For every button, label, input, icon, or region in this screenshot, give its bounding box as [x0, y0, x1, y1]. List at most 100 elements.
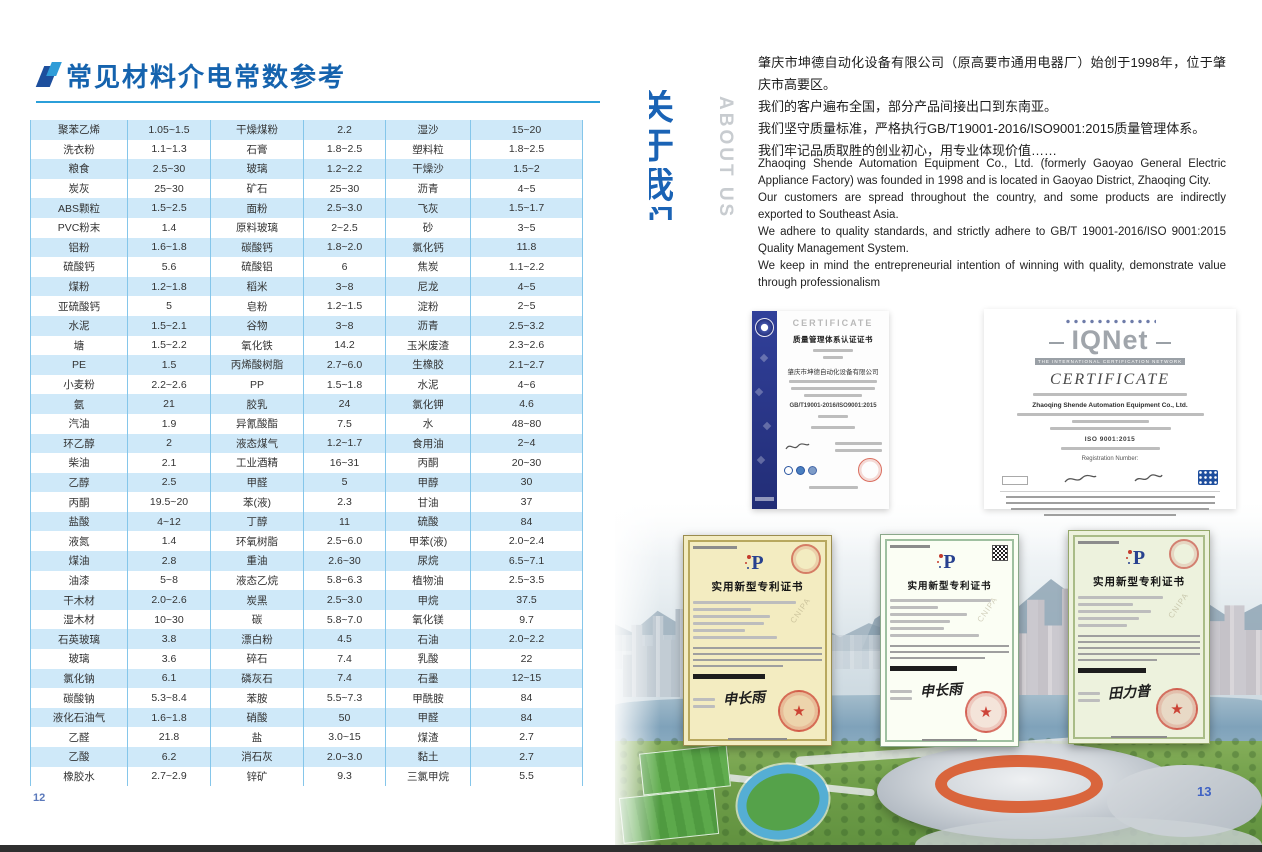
table-row: 油漆 5~8 液态乙烷 5.8~6.3 植物油 2.5~3.5: [30, 570, 583, 591]
commissioner-signature: 田力普: [1107, 683, 1151, 703]
table-row: 氯化钠 6.1 磷灰石 7.4 石墨 12~15: [30, 668, 583, 689]
table-row: 小麦粉 2.2~2.6 PP 1.5~1.8 水泥 4~6: [30, 374, 583, 395]
page-title: 常见材料介电常数参考: [66, 61, 347, 92]
cnipa-logo: P: [890, 551, 1009, 574]
table-row: 水泥 1.5~2.1 谷物 3~8 沥青 2.5~3.2: [30, 315, 583, 336]
redacted-bar: [890, 666, 957, 671]
table-row: 柴油 2.1 工业酒精 16~31 丙酮 20~30: [30, 453, 583, 473]
cert-company: Zhaoqing Shende Automation Equipment Co.…: [1032, 402, 1188, 409]
company-intro-en: Zhaoqing Shende Automation Equipment Co.…: [758, 156, 1226, 292]
paragraph: We adhere to quality standards, and stri…: [758, 226, 1226, 255]
cnipa-logo: P: [1078, 547, 1200, 570]
patent-title: 实用新型专利证书: [1093, 575, 1185, 588]
cert-badge-icon: [755, 318, 774, 337]
official-seal-icon: ★: [965, 691, 1007, 733]
official-seal-icon: ★: [1156, 688, 1198, 730]
redacted-bar: [693, 674, 766, 679]
dielectric-constants-table: 聚苯乙烯 1.05~1.5 干燥煤粉 2.2 湿沙 15~20 洗衣粉 1.1~1.3 石膏 1.…: [30, 120, 583, 787]
cqm-logo-icon: [1197, 470, 1218, 485]
company-intro-cn: 肇庆市坤德自动化设备有限公司（原高要市通用电器厂）始创于1998年，位于肇庆市高…: [758, 52, 1226, 162]
table-row: 炭灰 25~30 矿石 25~30 沥青 4~5: [30, 178, 583, 199]
table-row: 丙酮 19.5~20 苯(液) 2.3 甘油 37: [30, 492, 583, 512]
registration-label: Registration Number:: [1081, 456, 1139, 462]
paragraph: Zhaoqing Shende Automation Equipment Co.…: [758, 158, 1226, 187]
table-row: 橡胶水 2.7~2.9 锌矿 9.3 三氯甲烷 5.5: [30, 766, 583, 787]
certificate-number-bar: [890, 545, 931, 548]
table-row: 亚硫酸钙 5 皂粉 1.2~1.5 淀粉 2~5: [30, 296, 583, 316]
title-flag-icon: [35, 61, 66, 89]
paragraph: 我们的客户遍布全国，部分产品间接出口到东南亚。: [758, 99, 1058, 114]
table-row: 煤粉 1.2~1.8 稻米 3~8 尼龙 4~5: [30, 276, 583, 297]
cert-header: CERTIFICATE: [792, 318, 874, 328]
redacted-bar: [1078, 668, 1147, 673]
table-row: 碳酸钠 5.3~8.4 苯胺 5.5~7.3 甲酰胺 84: [30, 688, 583, 708]
cert-blue-band: [752, 311, 777, 509]
certificate-number-bar: [1078, 541, 1120, 544]
cnipa-logo: P: [693, 552, 822, 575]
title-divider: [36, 101, 600, 103]
iso-certificate: CERTIFICATE 质量管理体系认证证书 肇庆市坤德自动化设备有限公司 GB…: [752, 311, 889, 509]
table-row: 洗衣粉 1.1~1.3 石膏 1.8~2.5 塑料粒 1.8~2.5: [30, 139, 583, 160]
table-row: 石英玻璃 3.8 漂白粉 4.5 石油 2.0~2.2: [30, 629, 583, 650]
vertical-title-en: ABOUT US: [715, 96, 736, 220]
iqnet-tagline: THE INTERNATIONAL CERTIFICATION NETWORK: [1035, 358, 1185, 365]
round-stamp-icon: [1169, 539, 1199, 569]
bottom-bar: [0, 845, 1262, 852]
cert-company: 肇庆市坤德自动化设备有限公司: [787, 369, 879, 376]
cert-standard: GB/T19001-2016/ISO9001:2015: [789, 403, 877, 409]
cert-standard: ISO 9001:2015: [1084, 436, 1136, 443]
table-row: 乙酸 6.2 消石灰 2.0~3.0 黏土 2.7: [30, 747, 583, 767]
page-number-left: 12: [33, 792, 46, 804]
table-row: 乙醛 21.8 盐 3.0~15 煤渣 2.7: [30, 727, 583, 747]
table-row: 塘 1.5~2.2 氧化铁 14.2 玉米废渣 2.3~2.6: [30, 335, 583, 356]
table-row: 汽油 1.9 异氰酸酯 7.5 水 48~80: [30, 413, 583, 434]
cert-header: CERTIFICATE: [1049, 371, 1171, 388]
patent-title: 实用新型专利证书: [907, 580, 992, 592]
table-row: 液化石油气 1.6~1.8 硝酸 50 甲醛 84: [30, 707, 583, 728]
iqnet-logo: IQNet: [1049, 325, 1171, 356]
paragraph: 肇庆市坤德自动化设备有限公司（原高要市通用电器厂）始创于1998年，位于肇庆市高…: [758, 55, 1226, 92]
patent-certificate-3: P 实用新型专利证书 田力普 ★ CNIPA: [1068, 530, 1210, 744]
table-row: 玻璃 3.6 碎石 7.4 乳酸 22: [30, 649, 583, 669]
table-row: 煤油 2.8 重油 2.6~30 尿烷 6.5~7.1: [30, 551, 583, 571]
red-seal-icon: [858, 458, 882, 482]
official-seal-icon: ★: [778, 690, 820, 732]
signature-icon: [784, 441, 810, 452]
paragraph: 我们牢记品质取胜的创业初心，用专业体现价值……: [758, 143, 1058, 158]
patent-certificate-1: P 实用新型专利证书 申长雨 ★ CNIPA: [683, 535, 832, 746]
patent-title: 实用新型专利证书: [711, 580, 804, 593]
cert-title: 质量管理体系认证证书: [793, 335, 873, 344]
table-row: 盐酸 4~12 丁醇 11 硫酸 84: [30, 511, 583, 532]
table-row: 氨 21 胶乳 24 氯化钾 4.6: [30, 394, 583, 414]
table-row: ABS颗粒 1.5~2.5 面粉 2.5~3.0 飞灰 1.5~1.7: [30, 198, 583, 218]
iqnet-certificate: IQNet THE INTERNATIONAL CERTIFICATION NE…: [984, 309, 1236, 516]
page-number-right: 13: [1197, 784, 1212, 799]
qr-code-icon: [992, 545, 1008, 561]
patent-certificate-2: P 实用新型专利证书 申长雨 ★ CNIPA: [880, 534, 1019, 747]
vertical-title-cn: 关于我们: [649, 90, 673, 220]
table-row: 干木材 2.0~2.6 炭黑 2.5~3.0 甲烷 37.5: [30, 590, 583, 610]
paragraph: Our customers are spread throughout the …: [758, 192, 1226, 221]
paragraph: 我们坚守质量标准，严格执行GB/T19001-2016/ISO9001:2015…: [758, 121, 1206, 136]
table-row: 液氮 1.4 环氧树脂 2.5~6.0 甲苯(液) 2.0~2.4: [30, 531, 583, 552]
accreditation-logos: [784, 458, 882, 482]
table-row: 铝粉 1.6~1.8 碳酸钙 1.8~2.0 氯化钙 11.8: [30, 237, 583, 258]
table-row: 环乙醇 2 液态煤气 1.2~1.7 食用油 2~4: [30, 433, 583, 454]
signature-icon: [1063, 472, 1097, 485]
table-row: PE 1.5 丙烯酸树脂 2.7~6.0 生橡胶 2.1~2.7: [30, 355, 583, 375]
table-row: 硫酸钙 5.6 硫酸铝 6 焦炭 1.1~2.2: [30, 257, 583, 277]
certificate-number-bar: [693, 546, 737, 549]
table-row: 聚苯乙烯 1.05~1.5 干燥煤粉 2.2 湿沙 15~20: [30, 120, 583, 140]
partner-logo-icon: [1002, 476, 1028, 485]
iqnet-stars-icon: [1064, 318, 1156, 325]
signature-icon: [1133, 472, 1163, 485]
table-row: 乙醇 2.5 甲醛 5 甲醇 30: [30, 472, 583, 493]
commissioner-signature: 申长雨: [919, 681, 963, 701]
table-row: 粮食 2.5~30 玻璃 1.2~2.2 干燥沙 1.5~2: [30, 159, 583, 179]
table-row: 湿木材 10~30 碳 5.8~7.0 氧化镁 9.7: [30, 609, 583, 630]
paragraph: We keep in mind the entrepreneurial inte…: [758, 260, 1226, 289]
table-row: PVC粉末 1.4 原料玻璃 2~2.5 砂 3~5: [30, 217, 583, 238]
round-stamp-icon: [791, 544, 821, 574]
commissioner-signature: 申长雨: [722, 689, 766, 709]
